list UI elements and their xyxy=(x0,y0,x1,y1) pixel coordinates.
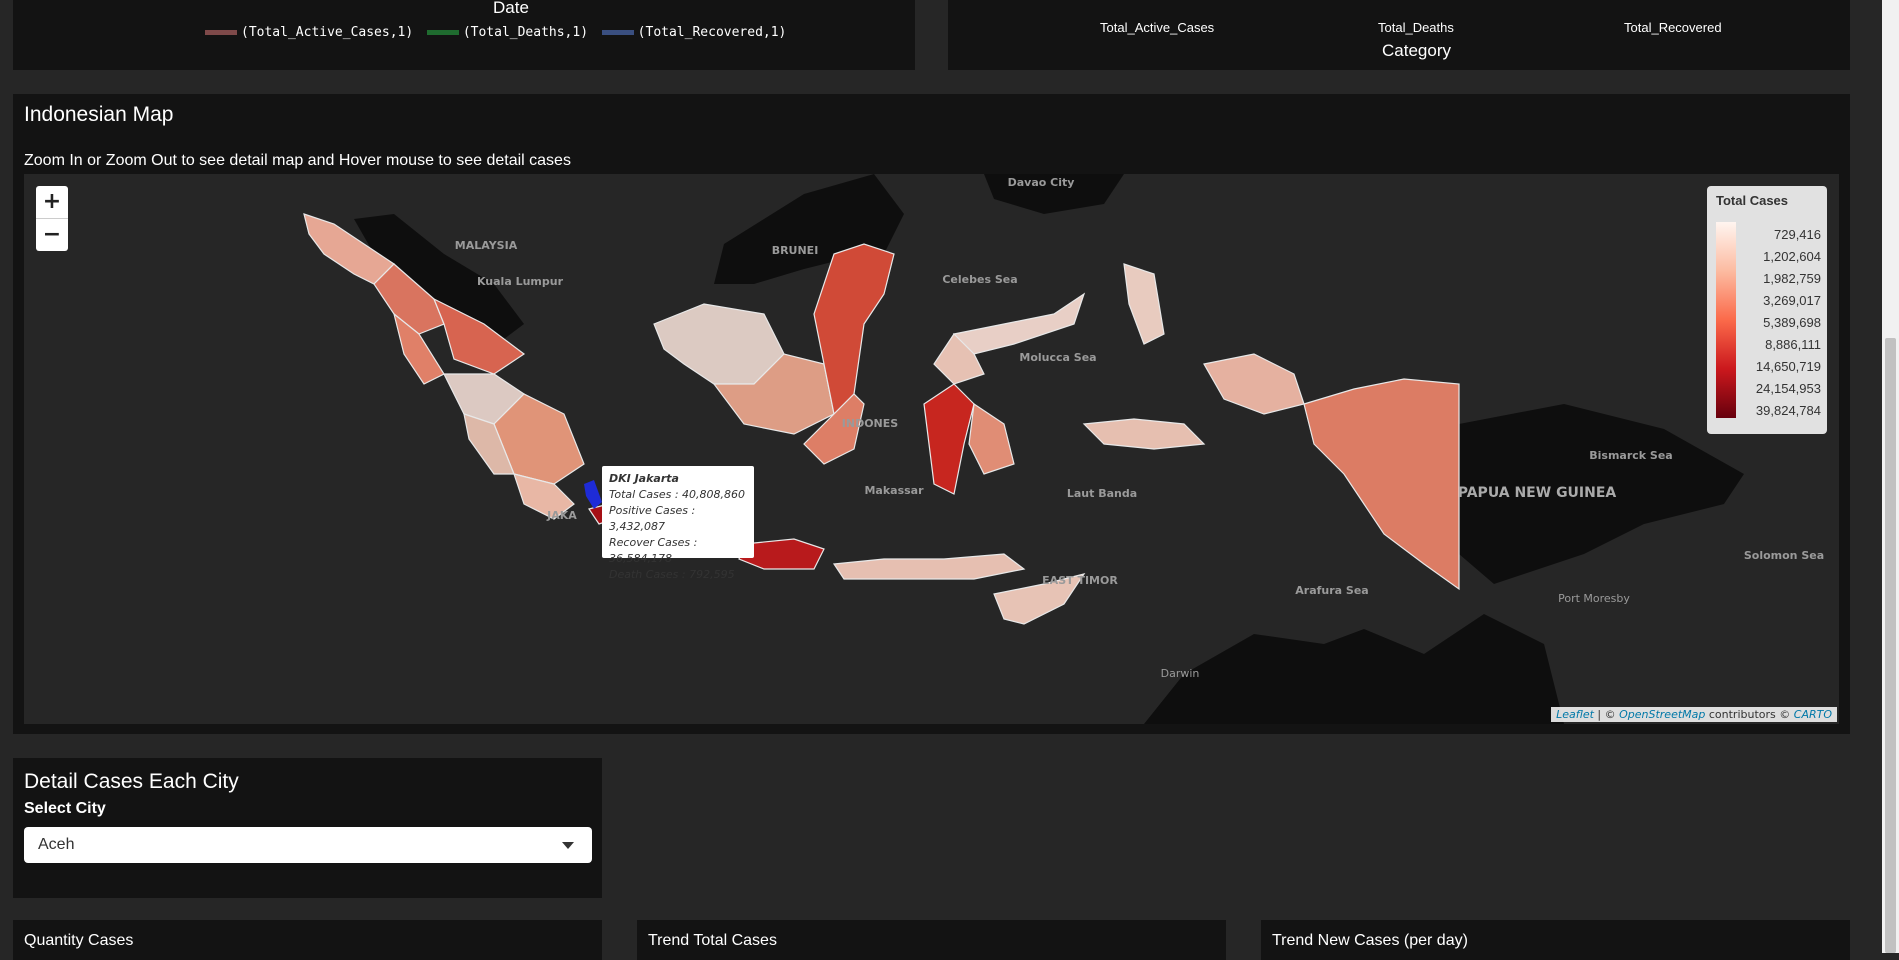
legend-item[interactable]: (Total_Deaths,1) xyxy=(426,24,588,40)
tick-label: Total_Recovered xyxy=(1624,20,1722,35)
panel-title: Trend Total Cases xyxy=(648,932,777,949)
place-label: Darwin xyxy=(1161,667,1200,680)
panel-title: Trend New Cases (per day) xyxy=(1272,932,1468,949)
place-label: INDONES xyxy=(842,417,899,430)
map-tooltip: DKI Jakarta Total Cases : 40,808,860 Pos… xyxy=(602,466,754,581)
legend-value: 3,269,017 xyxy=(1763,293,1821,308)
place-label: Port Moresby xyxy=(1558,592,1630,605)
province-papua-barat xyxy=(1203,353,1305,415)
zoom-in-button[interactable]: + xyxy=(36,186,68,219)
province-maluku-utara xyxy=(1123,263,1165,345)
section-title: Detail Cases Each City xyxy=(24,770,239,793)
carto-link[interactable]: CARTO xyxy=(1793,708,1832,721)
legend-value: 729,416 xyxy=(1774,227,1821,242)
province-jatim xyxy=(738,538,825,570)
x-axis-title: Date xyxy=(493,0,529,17)
tooltip-total: Total Cases : 40,808,860 xyxy=(609,488,746,501)
place-label: EAST TIMOR xyxy=(1042,574,1118,587)
legend-item[interactable]: (Total_Active_Cases,1) xyxy=(205,24,413,40)
legend-swatch xyxy=(426,30,459,36)
province-ntt xyxy=(993,573,1086,625)
osm-link[interactable]: OpenStreetMap xyxy=(1619,708,1706,721)
legend-value: 14,650,719 xyxy=(1755,359,1821,374)
hover-marker xyxy=(584,480,602,509)
top-right-chart-panel: Total_Active_Cases Total_Deaths Total_Re… xyxy=(948,0,1850,70)
province-bengkulu xyxy=(463,413,515,475)
legend-swatch xyxy=(601,30,634,36)
place-label: MALAYSIA xyxy=(455,239,518,252)
trend-total-panel: Trend Total Cases xyxy=(637,920,1226,960)
legend-value: 1,982,759 xyxy=(1763,271,1821,286)
place-label: JAKA xyxy=(546,509,577,522)
quantity-cases-panel: Quantity Cases xyxy=(13,920,602,960)
select-label: Select City xyxy=(24,800,106,817)
place-label: PAPUA NEW GUINEA xyxy=(1458,485,1617,501)
top-left-chart-panel: Date (Total_Active_Cases,1) (Total_Death… xyxy=(13,0,915,70)
tooltip-death: Death Cases : 792,595 xyxy=(609,568,735,581)
land-png xyxy=(1459,404,1744,584)
legend-gradient xyxy=(1716,222,1736,418)
panel-title: Quantity Cases xyxy=(24,932,134,949)
province-lampung xyxy=(513,473,575,520)
leaflet-map[interactable]: Davao City MALAYSIA Kuala Lumpur BRUNEI … xyxy=(24,174,1839,724)
place-label: Laut Banda xyxy=(1067,487,1137,500)
selected-city: Aceh xyxy=(38,836,75,853)
tick-label: Total_Deaths xyxy=(1378,20,1454,35)
province-sumbar xyxy=(392,312,445,385)
place-label: Davao City xyxy=(1008,176,1075,189)
x-axis-title: Category xyxy=(1382,41,1451,60)
legend-values: 729,416 1,202,604 1,982,759 3,269,017 5,389,… xyxy=(1737,224,1821,422)
legend-title: Total Cases xyxy=(1716,193,1789,208)
map-canvas[interactable]: Davao City MALAYSIA Kuala Lumpur BRUNEI … xyxy=(24,174,1839,724)
tooltip-recover: Recover Cases : 36,584,178 xyxy=(609,536,698,565)
legend-item[interactable]: (Total_Recovered,1) xyxy=(601,24,786,40)
province-sultra xyxy=(968,402,1015,475)
place-label: Makassar xyxy=(864,484,924,497)
tick-label: Total_Active_Cases xyxy=(1100,20,1215,35)
zoom-out-button[interactable]: − xyxy=(36,219,68,251)
land-australia xyxy=(1144,614,1564,724)
province-kalsel xyxy=(803,393,865,465)
legend-value: 8,886,111 xyxy=(1765,337,1821,352)
province-bali-nusa xyxy=(832,553,1026,580)
province-aceh xyxy=(303,213,395,285)
trend-new-panel: Trend New Cases (per day) xyxy=(1261,920,1850,960)
province-sulteng xyxy=(933,333,985,385)
place-label: Kuala Lumpur xyxy=(477,275,564,288)
legend-value: 5,389,698 xyxy=(1763,315,1821,330)
map-legend: Total Cases 729,416 1,202,604 1,982,759 3,2… xyxy=(1707,186,1827,434)
province-kalbar xyxy=(653,303,785,385)
province-sulut xyxy=(952,292,1086,355)
map-instruction: Zoom In or Zoom Out to see detail map an… xyxy=(24,152,571,169)
place-label: Arafura Sea xyxy=(1295,584,1368,597)
chevron-down-icon xyxy=(562,842,574,849)
city-select[interactable]: Aceh xyxy=(24,827,592,863)
place-label: Molucca Sea xyxy=(1019,351,1096,364)
province-papua xyxy=(1303,378,1460,591)
scrollbar-track[interactable] xyxy=(1882,0,1899,953)
land-malaysia-peninsula xyxy=(354,214,524,339)
place-label: Celebes Sea xyxy=(942,273,1017,286)
tooltip-province: DKI Jakarta xyxy=(609,472,679,485)
legend-value: 1,202,604 xyxy=(1763,249,1821,264)
section-title: Indonesian Map xyxy=(24,103,174,126)
province-maluku xyxy=(1082,418,1206,450)
place-label: BRUNEI xyxy=(772,244,819,257)
leaflet-link[interactable]: Leaflet xyxy=(1556,708,1594,721)
tooltip-positive: Positive Cases : 3,432,087 xyxy=(609,504,696,533)
chart-legend: (Total_Active_Cases,1) (Total_Deaths,1) … xyxy=(205,24,786,40)
place-label: Bismarck Sea xyxy=(1589,449,1672,462)
land-mindanao xyxy=(984,174,1124,214)
map-attribution: Leaflet | © OpenStreetMap contributors ©… xyxy=(1551,707,1837,722)
legend-value: 39,824,784 xyxy=(1755,403,1821,418)
legend-value: 24,154,953 xyxy=(1755,381,1821,396)
province-sulsel xyxy=(923,383,975,495)
legend-swatch xyxy=(205,30,237,36)
scrollbar-thumb[interactable] xyxy=(1885,338,1896,953)
place-label: Solomon Sea xyxy=(1744,549,1824,562)
